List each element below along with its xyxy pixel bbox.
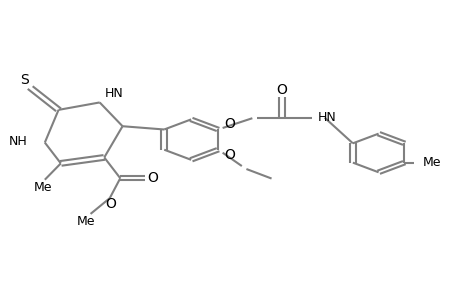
Text: S: S [20,73,29,87]
Text: NH: NH [9,136,28,148]
Text: O: O [105,196,116,211]
Text: O: O [224,117,235,131]
Text: O: O [276,83,287,97]
Text: Me: Me [77,215,95,228]
Text: O: O [224,148,235,162]
Text: O: O [147,171,158,185]
Text: HN: HN [105,87,123,100]
Text: Me: Me [422,156,440,169]
Text: Me: Me [33,181,52,194]
Text: HN: HN [317,110,335,124]
